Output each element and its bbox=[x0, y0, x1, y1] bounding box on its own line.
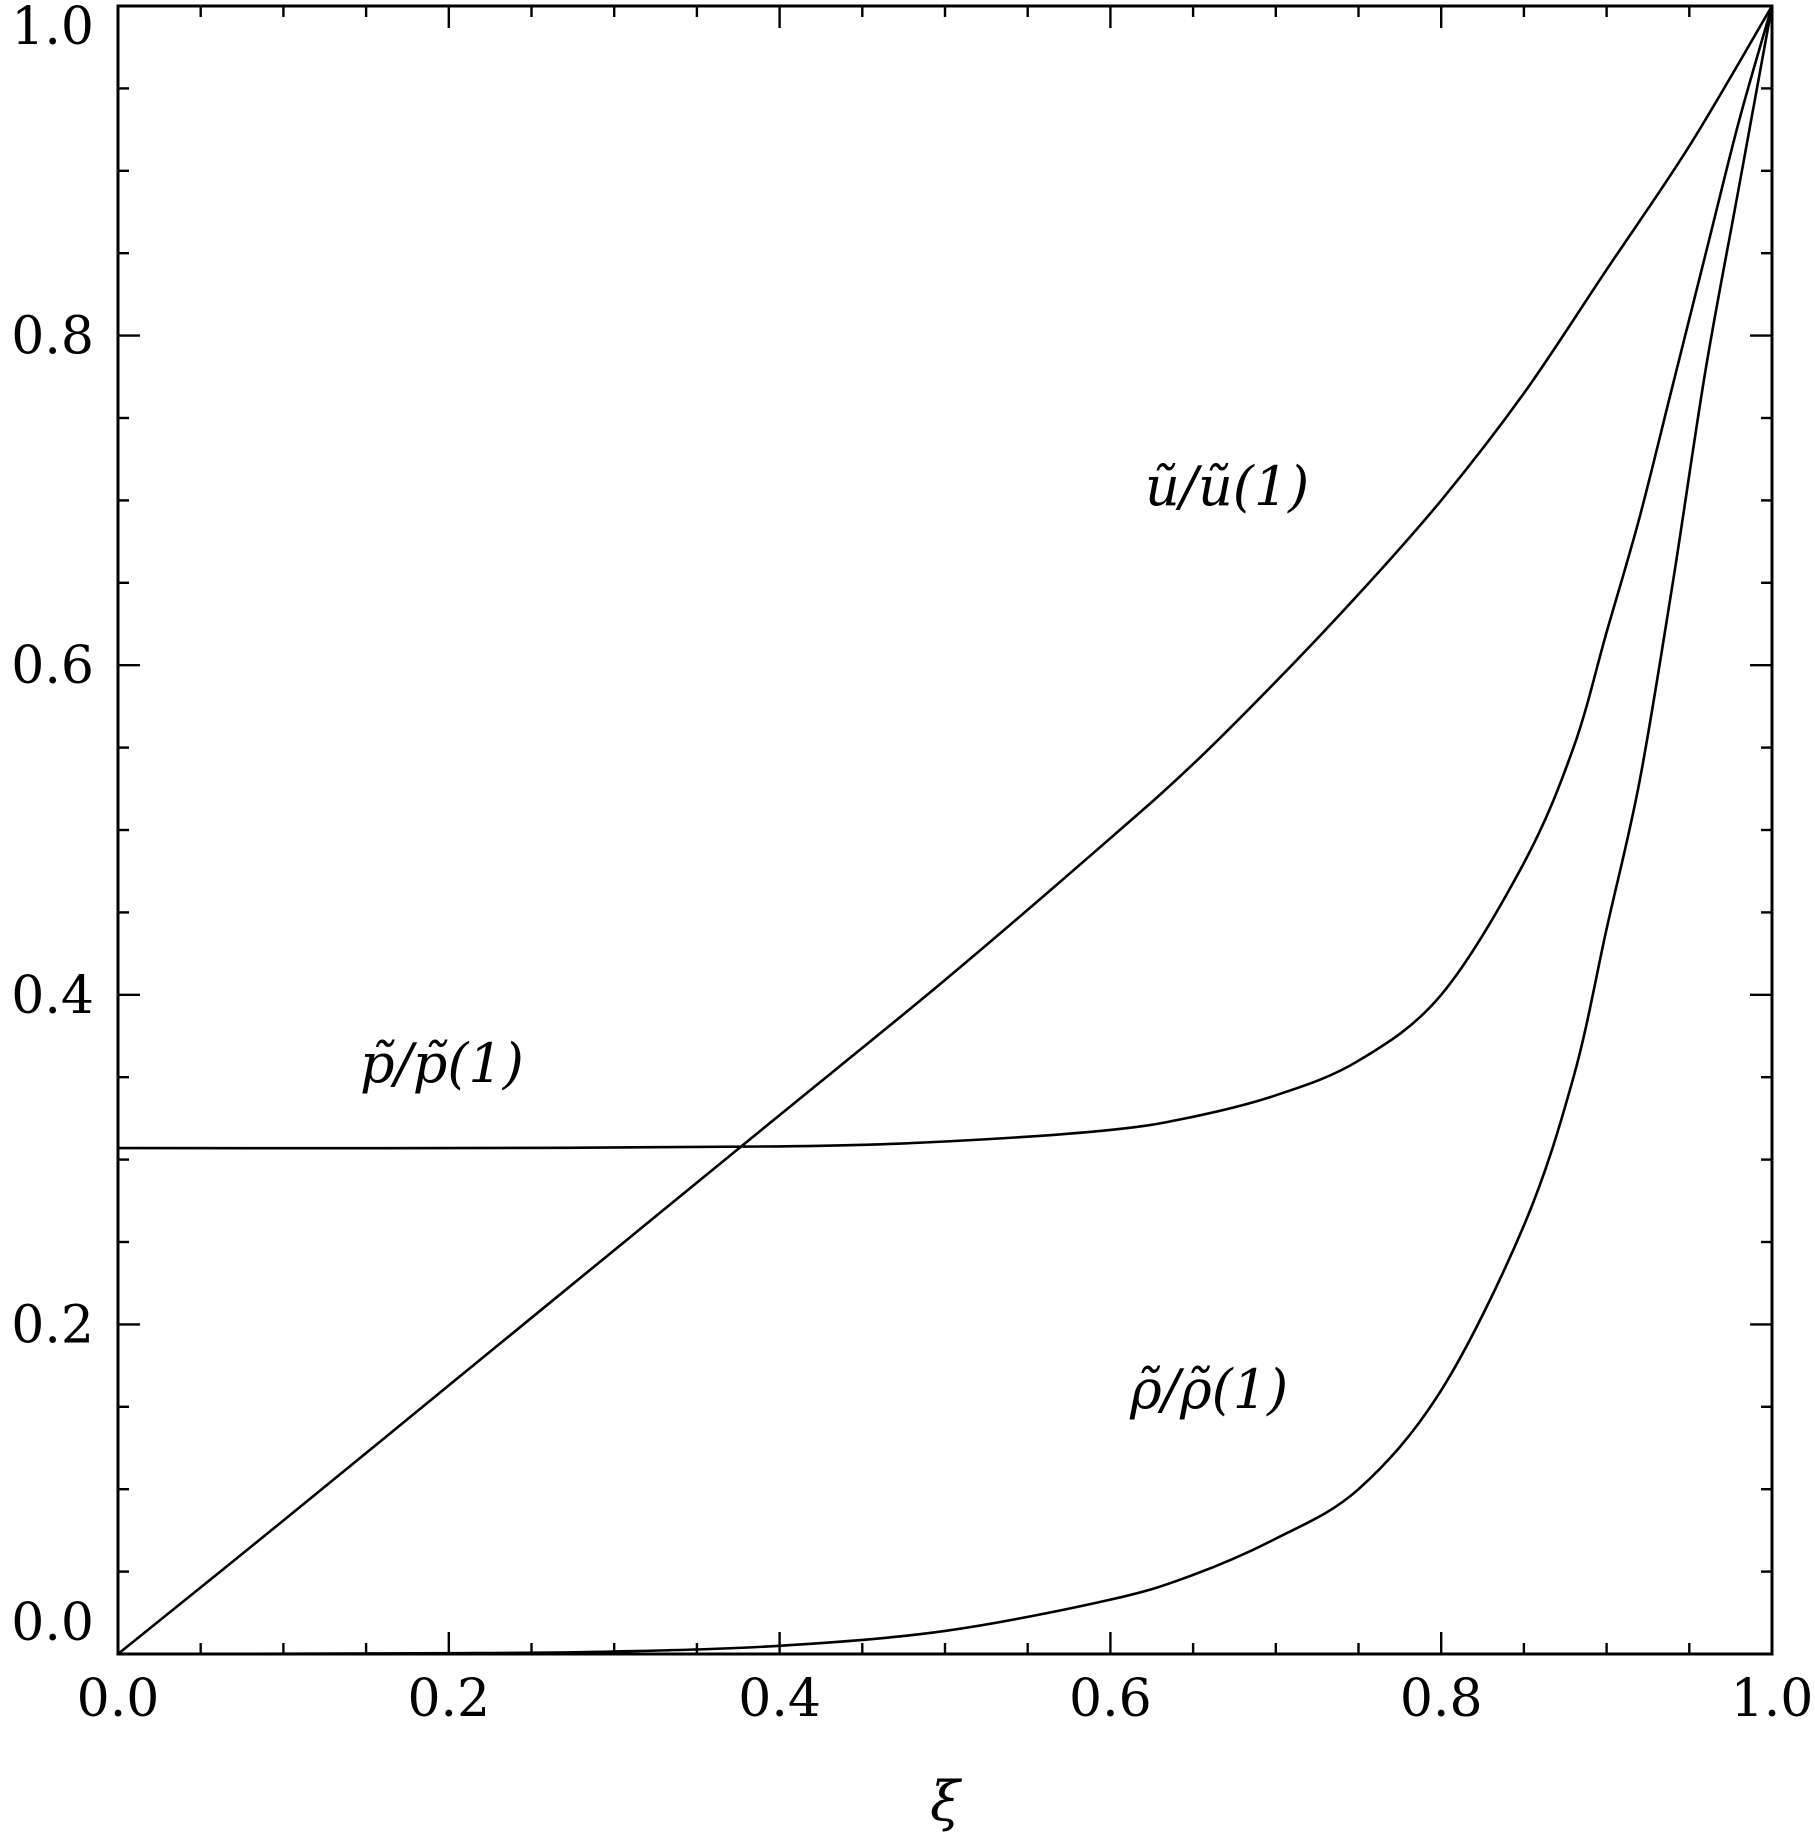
y-tick-label: 0.2 bbox=[11, 1295, 94, 1355]
x-tick-label: 0.2 bbox=[407, 1669, 490, 1729]
x-tick-label: 0.4 bbox=[738, 1669, 821, 1729]
x-tick-label: 0.0 bbox=[77, 1669, 160, 1729]
x-axis-title: ξ bbox=[930, 1770, 962, 1833]
x-tick-label: 1.0 bbox=[1731, 1669, 1814, 1729]
series-line-u bbox=[117, 5, 1774, 1656]
label-rho: ρ̃/ρ̃(1) bbox=[1129, 1358, 1288, 1421]
x-tick-label: 0.8 bbox=[1400, 1669, 1483, 1729]
tick-labels-group: 0.0 0.2 0.4 0.6 0.8 1.0 0.0 0.2 0.4 0.6 0.8 1.0 bbox=[11, 0, 1813, 1729]
ticks-group bbox=[116, 4, 1774, 1656]
plot-frame bbox=[116, 4, 1774, 1656]
y-tick-label: 0.4 bbox=[11, 966, 94, 1026]
y-tick-label: 0.6 bbox=[11, 636, 94, 696]
series-line-rho bbox=[117, 5, 1774, 1656]
y-tick-label: 0.8 bbox=[11, 307, 94, 367]
curves-group bbox=[117, 5, 1774, 1656]
y-tick-label: 1.0 bbox=[11, 0, 94, 57]
label-p: p̃/p̃(1) bbox=[360, 1032, 524, 1095]
label-u: ũ/ũ(1) bbox=[1145, 455, 1309, 518]
x-tick-label: 0.6 bbox=[1069, 1669, 1152, 1729]
y-tick-label: 0.0 bbox=[11, 1593, 94, 1653]
series-line-p bbox=[117, 5, 1774, 1150]
